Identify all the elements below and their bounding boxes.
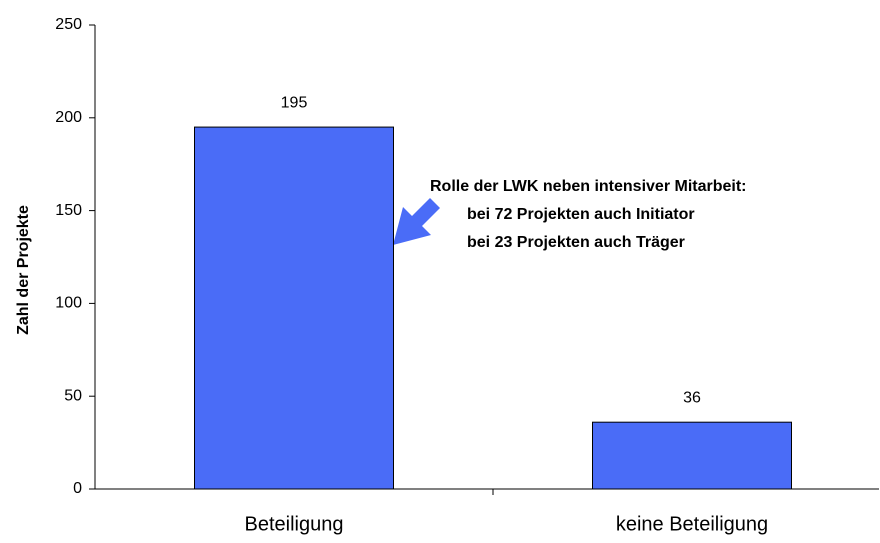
y-tick-label: 0 [73,480,82,497]
x-tick-label: keine Beteiligung [616,513,768,535]
annotation-arrow [393,198,440,245]
bar [592,421,792,490]
y-axis-label: Zahl der Projekte [15,205,32,335]
data-label: 36 [683,389,701,406]
y-tick-label: 150 [55,202,82,219]
y-tick-label: 100 [55,295,82,312]
x-tick-label: Beteiligung [245,513,344,535]
data-label: 195 [281,94,308,111]
annotation-line: Rolle der LWK neben intensiver Mitarbeit… [430,178,747,195]
y-tick-label: 50 [64,387,82,404]
bar [194,126,394,490]
y-tick-label: 250 [55,16,82,33]
annotation-line: bei 23 Projekten auch Träger [467,234,685,251]
annotation-line: bei 72 Projekten auch Initiator [467,206,695,223]
y-tick-label: 200 [55,109,82,126]
